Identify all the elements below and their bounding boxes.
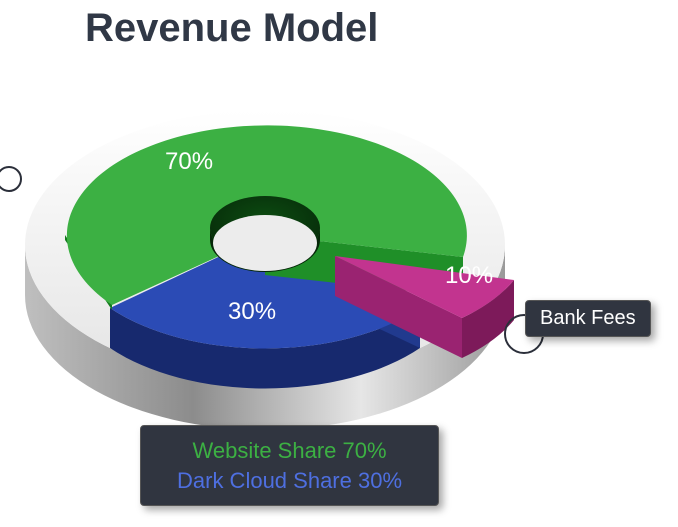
legend-line-website: Website Share 70% xyxy=(177,436,402,466)
legend-box: Website Share 70% Dark Cloud Share 30% xyxy=(140,425,439,506)
slice-label-website: 70% xyxy=(165,148,213,176)
legend-line-darkcloud: Dark Cloud Share 30% xyxy=(177,466,402,496)
slice-label-bankfees: 10% xyxy=(445,262,493,290)
slice-label-darkcloud: 30% xyxy=(228,298,276,326)
callout-bank-fees: Bank Fees xyxy=(525,300,651,337)
donut-hole xyxy=(210,196,320,272)
